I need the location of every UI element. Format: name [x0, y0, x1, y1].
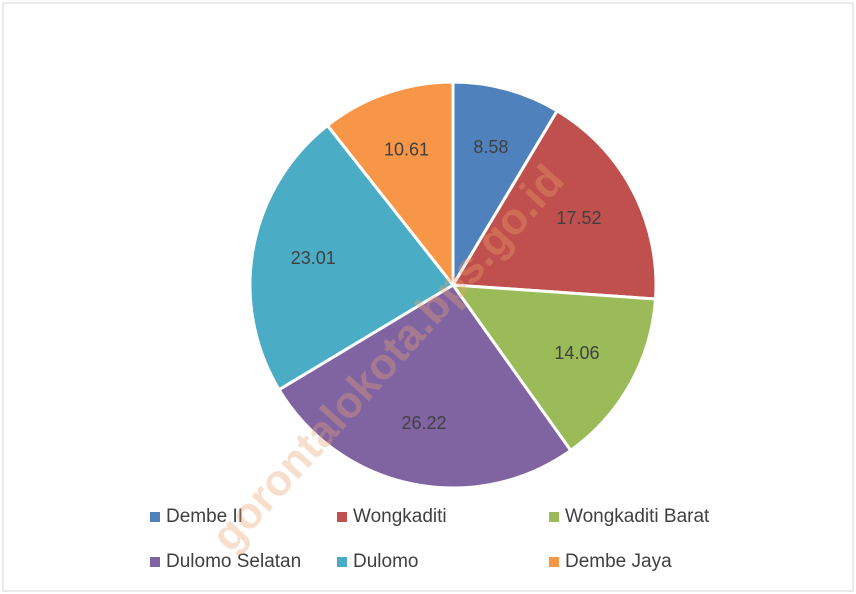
legend-swatch [150, 557, 160, 567]
legend-swatch [337, 512, 347, 522]
legend-swatch [337, 557, 347, 567]
legend-swatch [549, 557, 559, 567]
data-label: 17.52 [556, 208, 601, 228]
legend-label: Wongkaditi Barat [565, 506, 710, 527]
pie-slice [451, 80, 560, 291]
data-label: 10.61 [384, 139, 429, 159]
legend-swatch [150, 512, 160, 522]
pie-slice [450, 108, 658, 301]
data-label: 8.58 [473, 137, 508, 157]
legend-label: Dulomo [353, 551, 418, 572]
legend-label: Dembe Jaya [565, 551, 672, 572]
data-label: 23.01 [291, 248, 336, 268]
legend-label: Wongkaditi [353, 506, 447, 527]
data-label: 26.22 [401, 413, 446, 433]
pie-slice [325, 80, 455, 290]
pie-slice [449, 283, 658, 453]
legend-label: Dembe II [166, 506, 243, 527]
data-label: 14.06 [554, 343, 599, 363]
pie-slice [248, 123, 456, 392]
legend-swatch [549, 512, 559, 522]
pie-slice [276, 282, 573, 490]
legend-label: Dulomo Selatan [166, 551, 301, 572]
